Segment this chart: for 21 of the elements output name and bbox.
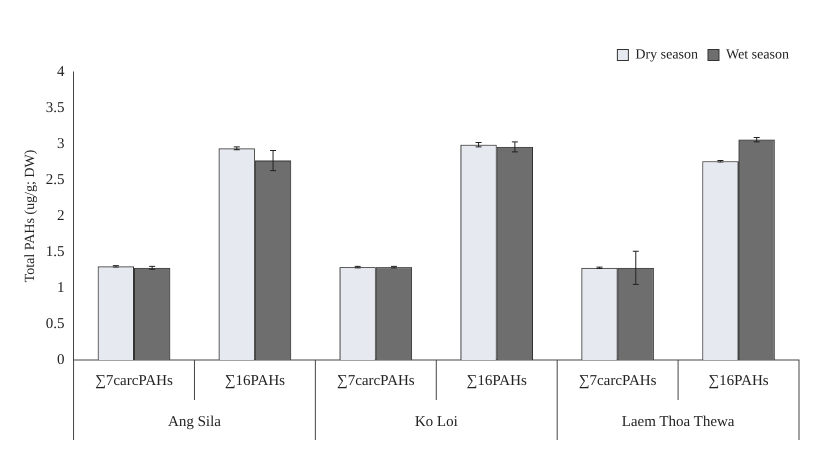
legend-label: Wet season: [726, 48, 790, 63]
y-tick-label: 1: [57, 280, 65, 296]
x-tick-label: ∑7carcPAHs: [337, 372, 415, 389]
x-tick-label: ∑7carcPAHs: [578, 372, 657, 389]
text: Laem Thoa Thewa: [622, 414, 735, 430]
y-tick-label: 2: [57, 208, 65, 224]
x-tick-label: ∑7carcPAHs: [95, 372, 173, 389]
y-tick-label: 3.5: [46, 100, 65, 116]
x-tick-label: ∑16PAHs: [708, 372, 769, 389]
y-tick-label: 3: [57, 136, 65, 152]
y-tick-label: 0.5: [46, 316, 65, 332]
x-tick-label: ∑16PAHs: [224, 372, 286, 389]
text: Ko Loi: [414, 414, 458, 430]
y-axis-title: Total PAHs (ug/g; DW): [23, 149, 38, 282]
y-tick-label: 2.5: [46, 172, 65, 188]
y-tick-label: 4: [57, 64, 66, 80]
text: Ang Sila: [168, 414, 222, 430]
y-tick-label: 1.5: [46, 244, 65, 260]
legend-label: Dry season: [635, 48, 698, 63]
x-tick-label: ∑16PAHs: [466, 372, 527, 389]
y-tick-label: 0: [57, 352, 65, 368]
